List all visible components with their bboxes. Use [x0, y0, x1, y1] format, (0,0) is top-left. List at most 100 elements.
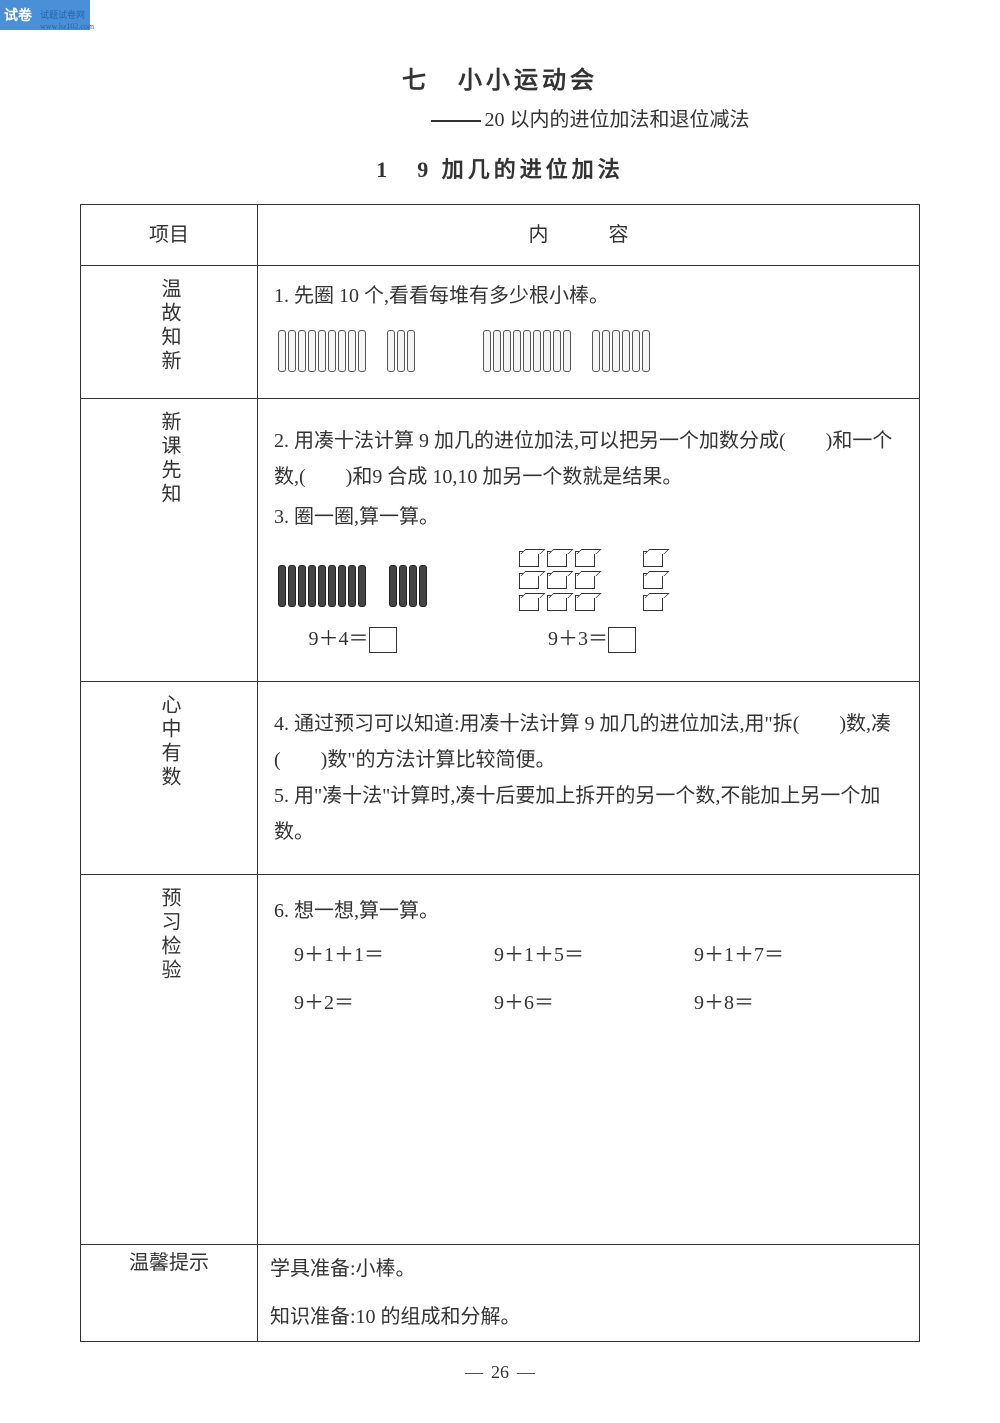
- eq2-text: 9＋3＝: [548, 621, 636, 657]
- chapter-title: 七 小小运动会: [80, 60, 920, 95]
- eq1-text: 9＋4＝: [309, 621, 397, 657]
- cube-icon: [547, 571, 569, 589]
- q5-text: 5. 用"凑十法"计算时,凑十后要加上拆开的另一个数,不能加上另一个加数。: [274, 778, 903, 850]
- stick-icon: [409, 565, 417, 607]
- row1-label: 温故知新: [81, 266, 258, 399]
- eq2-expr: 9＋3＝: [548, 628, 608, 650]
- row1-content: 1. 先圈 10 个,看看每堆有多少根小棒。: [258, 266, 920, 399]
- answer-box: [608, 627, 636, 653]
- stick-icon: [358, 565, 366, 607]
- row5-label: 温馨提示: [81, 1245, 258, 1342]
- stick-icon: [553, 330, 561, 372]
- q4-text: 4. 通过预习可以知道:用凑十法计算 9 加几的进位加法,用"拆( )数,凑( …: [274, 706, 903, 778]
- watermark-label: 试卷: [4, 5, 32, 25]
- stick-icon: [483, 330, 491, 372]
- watermark-url: www.hz102.com: [40, 22, 94, 31]
- sticks-group-2a: [483, 330, 571, 372]
- stick-icon: [389, 565, 397, 607]
- stick-icon: [642, 330, 650, 372]
- cube-row: [519, 549, 597, 567]
- eq1-block: 9＋4＝: [274, 557, 431, 657]
- eq1-sticks: [274, 557, 431, 615]
- stick-icon: [328, 330, 336, 372]
- equation-item: 9＋6＝: [494, 985, 694, 1021]
- cube-icon: [575, 549, 597, 567]
- cube-icon: [547, 549, 569, 567]
- stick-icon: [348, 330, 356, 372]
- cube-icon: [519, 571, 541, 589]
- q3-visual-row: 9＋4＝ 9＋3＝: [274, 545, 903, 657]
- cube-icon: [643, 549, 665, 567]
- table-row: 心中有数 4. 通过预习可以知道:用凑十法计算 9 加几的进位加法,用"拆( )…: [81, 682, 920, 875]
- sticks-group-1a: [278, 330, 366, 372]
- stick-icon: [399, 565, 407, 607]
- stick-icon: [387, 330, 395, 372]
- cube-icon: [575, 593, 597, 611]
- cubes-grid-2: [643, 549, 665, 611]
- row5-label-text: 温馨提示: [129, 1252, 209, 1274]
- stick-icon: [288, 565, 296, 607]
- row4-label-text: 预习检验: [151, 887, 187, 983]
- stick-icon: [278, 565, 286, 607]
- stick-icon: [513, 330, 521, 372]
- cube-icon: [575, 571, 597, 589]
- row2-label-text: 新课先知: [151, 411, 187, 507]
- stick-icon: [278, 330, 286, 372]
- equation-item: 9＋8＝: [694, 985, 894, 1021]
- stick-icon: [563, 330, 571, 372]
- stick-icon: [348, 565, 356, 607]
- section-title: 1 9 加几的进位加法: [80, 152, 920, 184]
- stick-icon: [298, 330, 306, 372]
- row1-label-text: 温故知新: [151, 278, 187, 374]
- eq2-block: 9＋3＝: [511, 545, 673, 657]
- row3-label-text: 心中有数: [151, 694, 187, 790]
- row4-content: 6. 想一想,算一算。 9＋1＋1＝9＋1＋5＝9＋1＋7＝ 9＋2＝9＋6＝9＋…: [258, 875, 920, 1245]
- watermark-subtitle: 试题试卷网 www.hz102.com: [40, 8, 94, 31]
- page-number: 26: [80, 1362, 920, 1383]
- stick-icon: [523, 330, 531, 372]
- stick-icon: [288, 330, 296, 372]
- subtitle-text: 20 以内的进位加法和退位减法: [485, 109, 750, 131]
- stick-icon: [632, 330, 640, 372]
- equation-item: 9＋1＋5＝: [494, 937, 694, 973]
- stick-icon: [503, 330, 511, 372]
- stick-icon: [602, 330, 610, 372]
- table-row: 温故知新 1. 先圈 10 个,看看每堆有多少根小棒。: [81, 266, 920, 399]
- stick-icon: [358, 330, 366, 372]
- cube-icon: [643, 571, 665, 589]
- cube-icon: [547, 593, 569, 611]
- header-col2: 内 容: [258, 205, 920, 266]
- cubes-grid-1: [519, 549, 597, 611]
- stick-icon: [622, 330, 630, 372]
- stick-icon: [592, 330, 600, 372]
- cube-row: [643, 571, 665, 589]
- sticks-group-1b: [387, 330, 415, 372]
- row3-content: 4. 通过预习可以知道:用凑十法计算 9 加几的进位加法,用"拆( )数,凑( …: [258, 682, 920, 875]
- row5-line1: 学具准备:小棒。: [258, 1245, 920, 1294]
- main-table: 项目 内 容 温故知新 1. 先圈 10 个,看看每堆有多少根小棒。 新课先知: [80, 204, 920, 1342]
- answer-box: [369, 627, 397, 653]
- stick-icon: [493, 330, 501, 372]
- table-row: 温馨提示 学具准备:小棒。: [81, 1245, 920, 1294]
- table-row: 预习检验 6. 想一想,算一算。 9＋1＋1＝9＋1＋5＝9＋1＋7＝9＋2＝9…: [81, 875, 920, 1245]
- q1-text: 1. 先圈 10 个,看看每堆有多少根小棒。: [274, 278, 903, 314]
- table-header-row: 项目 内 容: [81, 205, 920, 266]
- cube-row: [643, 549, 665, 567]
- stick-icon: [338, 565, 346, 607]
- stick-icon: [298, 565, 306, 607]
- equation-item: 9＋1＋7＝: [694, 937, 894, 973]
- stick-icon: [397, 330, 405, 372]
- q6-grid: 9＋1＋1＝9＋1＋5＝9＋1＋7＝ 9＋2＝9＋6＝9＋8＝: [294, 937, 903, 1021]
- equation-item: 9＋1＋1＝: [294, 937, 494, 973]
- stick-icon: [543, 330, 551, 372]
- stick-icon: [419, 565, 427, 607]
- row2-label: 新课先知: [81, 399, 258, 682]
- stick-icon: [407, 330, 415, 372]
- q6-text: 6. 想一想,算一算。: [274, 893, 903, 929]
- cube-icon: [643, 593, 665, 611]
- dash-icon: [431, 120, 481, 122]
- equation-item: 9＋2＝: [294, 985, 494, 1021]
- stick-icon: [308, 330, 316, 372]
- stick-icon: [612, 330, 620, 372]
- stick-icon: [533, 330, 541, 372]
